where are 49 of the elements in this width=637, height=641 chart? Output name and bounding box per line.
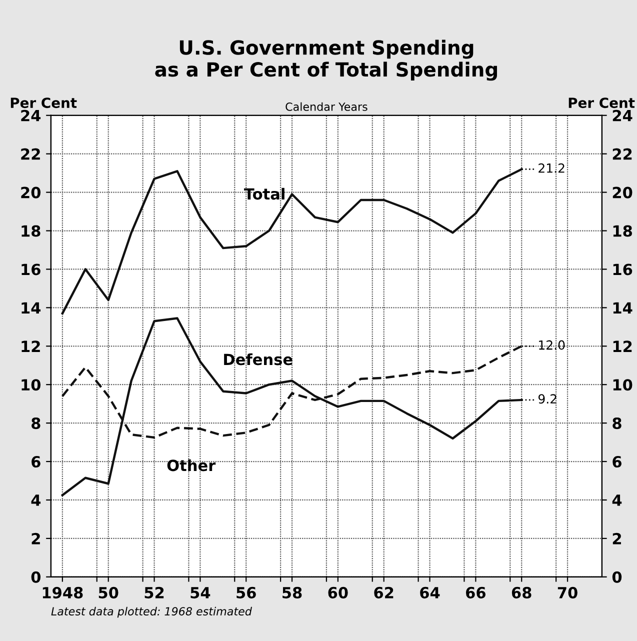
x-tick-label: 70 (558, 586, 578, 598)
text: Latest data plotted: 1968 estimated (51, 606, 252, 618)
data-label: 21.2 (538, 163, 564, 173)
x-tick-label: 62 (374, 586, 394, 598)
x-tick-label: 68 (512, 586, 532, 598)
y-tick-label: 10 (22, 379, 41, 391)
x-axis-title: Calendar Years (286, 102, 368, 111)
y2-tick-label: 0 (612, 571, 622, 583)
y-tick-label: 8 (32, 418, 40, 430)
data-label: 9.2 (538, 394, 556, 404)
y2-tick-label: 12 (613, 340, 632, 352)
y-tick-label: 18 (22, 225, 40, 237)
y-tick-label: 14 (22, 302, 41, 314)
series-label: Defense (224, 353, 292, 366)
y-tick-label: 20 (21, 186, 41, 198)
y2-tick-label: 20 (612, 186, 632, 198)
y2-tick-label: 10 (613, 379, 632, 391)
y-axis-title: Per Cent (10, 98, 77, 108)
y2-tick-label: 14 (613, 302, 632, 314)
y2-tick-label: 4 (612, 494, 622, 506)
y2-tick-label: 6 (612, 456, 622, 468)
x-tick-label: 58 (282, 586, 302, 598)
y2-tick-label: 16 (613, 264, 632, 276)
y-tick-label: 22 (21, 148, 40, 160)
y2-tick-label: 8 (612, 418, 622, 430)
x-tick-label: 52 (144, 586, 164, 598)
y2-tick-label: 22 (612, 148, 632, 160)
y-tick-label: 0 (31, 571, 41, 583)
y-tick-label: 16 (22, 264, 40, 276)
x-tick-label: 1948 (42, 586, 83, 598)
x-tick-label: 66 (466, 586, 486, 598)
x-tick-label: 54 (190, 587, 210, 598)
y2-tick-label: 18 (613, 225, 632, 237)
y2-tick-label: 24 (612, 110, 632, 122)
x-tick-label: 64 (420, 586, 440, 598)
series-label: Other (167, 459, 216, 472)
x-tick-label: 56 (236, 586, 256, 598)
x-tick-label: 50 (98, 586, 118, 598)
x-tick-label: 60 (328, 586, 348, 598)
data-label: 12.0 (539, 340, 565, 350)
series-label: Total (244, 188, 284, 200)
y-tick-label: 12 (22, 340, 40, 352)
y-tick-label: 2 (32, 532, 40, 544)
y-tick-label: 6 (32, 456, 40, 468)
y-tick-label: 4 (31, 494, 41, 506)
y-tick-label: 24 (21, 110, 41, 122)
y2-tick-label: 2 (612, 532, 621, 544)
chart-title: U.S. Government Spending as a Per Cent of Total Spending (155, 40, 497, 81)
y2-axis-title: Per Cent (568, 98, 635, 108)
